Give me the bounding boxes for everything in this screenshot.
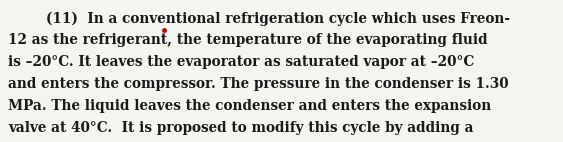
Text: (11)  In a conventional refrigeration cycle which uses Freon-: (11) In a conventional refrigeration cyc… <box>8 11 511 26</box>
Text: MPa. The liquid leaves the condenser and enters the expansion: MPa. The liquid leaves the condenser and… <box>8 99 491 113</box>
Text: valve at 40°C.  It is proposed to modify this cycle by adding a: valve at 40°C. It is proposed to modify … <box>8 121 474 135</box>
Text: is –20°C. It leaves the evaporator as saturated vapor at –20°C: is –20°C. It leaves the evaporator as sa… <box>8 55 475 69</box>
Text: 12 as the refrigerant, the temperature of the evaporating fluid: 12 as the refrigerant, the temperature o… <box>8 33 488 47</box>
Text: and enters the compressor. The pressure in the condenser is 1.30: and enters the compressor. The pressure … <box>8 77 509 91</box>
